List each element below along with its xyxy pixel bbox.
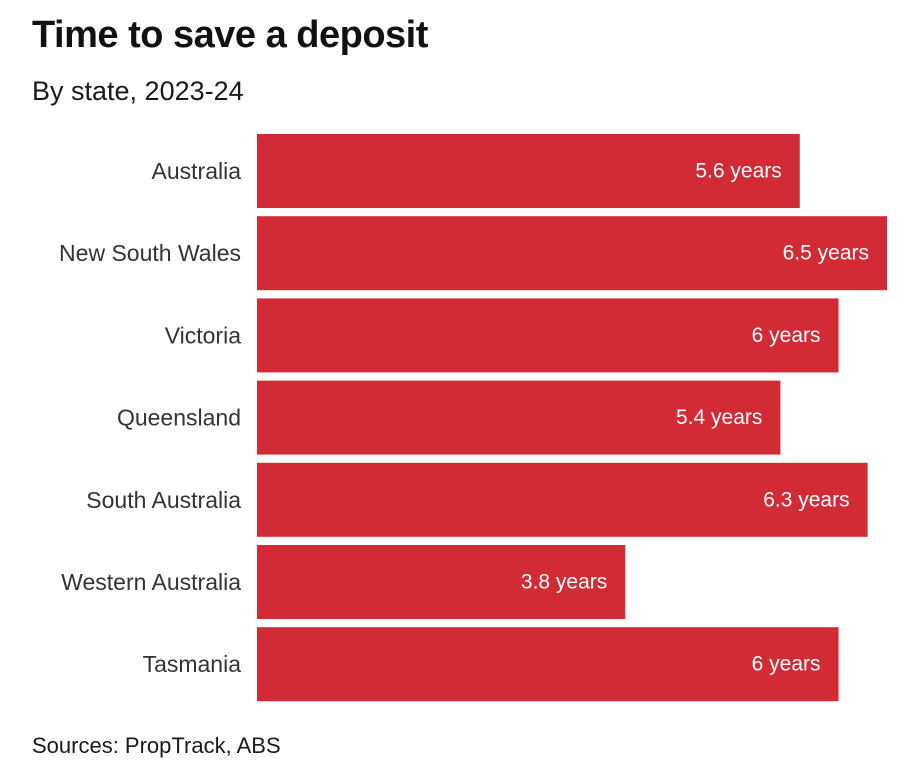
category-label: Victoria (165, 322, 241, 348)
category-label: South Australia (86, 487, 241, 513)
data-label: 3.8 years (521, 571, 607, 594)
category-label: Australia (152, 158, 242, 184)
data-label: 6.5 years (783, 242, 869, 265)
bar-south-australia (257, 462, 868, 537)
data-label: 5.6 years (695, 160, 781, 183)
category-label: Queensland (117, 405, 241, 431)
bar-tasmania (257, 627, 839, 702)
chart-subtitle: By state, 2023-24 (32, 76, 244, 106)
chart-title: Time to save a deposit (32, 14, 428, 56)
bar-new-south-wales (257, 216, 887, 291)
data-label: 6 years (752, 324, 821, 347)
category-label: Western Australia (61, 569, 241, 595)
source-note: Sources: PropTrack, ABS (32, 733, 281, 758)
category-label: Tasmania (143, 651, 242, 677)
data-label: 6 years (752, 653, 821, 676)
bar-australia (257, 134, 800, 208)
category-label: New South Wales (59, 240, 241, 266)
bar-queensland (257, 380, 781, 455)
bar-victoria (257, 298, 839, 373)
bar-western-australia (257, 545, 626, 619)
data-label: 6.3 years (763, 488, 849, 511)
data-label: 5.4 years (676, 406, 762, 429)
